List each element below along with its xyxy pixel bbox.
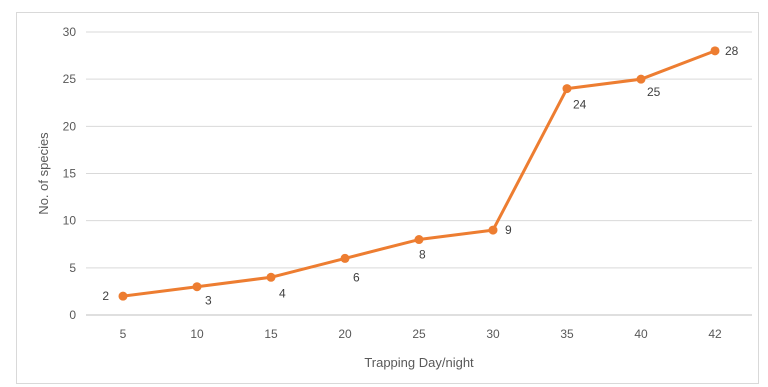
data-point: [562, 84, 572, 94]
x-axis-title: Trapping Day/night: [364, 355, 474, 370]
y-tick-label: 25: [63, 72, 77, 86]
y-axis-title: No. of species: [36, 132, 51, 215]
y-tick-label: 20: [63, 119, 77, 133]
data-label: 2: [102, 289, 109, 303]
x-tick-labels: 5 10 15 20 25 30 35 40 42: [120, 327, 722, 341]
data-label: 25: [647, 85, 661, 99]
x-tick-label: 10: [190, 327, 204, 341]
series-layer: [118, 46, 720, 301]
data-label: 8: [419, 248, 426, 262]
x-tick-label: 30: [486, 327, 500, 341]
y-tick-label: 30: [63, 25, 77, 39]
data-point: [192, 282, 202, 292]
x-tick-label: 40: [634, 327, 648, 341]
y-tick-label: 0: [69, 308, 76, 322]
x-tick-label: 25: [412, 327, 426, 341]
data-label: 6: [353, 270, 360, 284]
x-tick-label: 5: [120, 327, 127, 341]
x-tick-label: 20: [338, 327, 352, 341]
y-tick-label: 15: [63, 167, 77, 181]
x-tick-label: 15: [264, 327, 278, 341]
y-tick-labels: 0 5 10 15 20 25 30: [63, 25, 77, 322]
chart-frame: [16, 12, 759, 384]
x-tick-label: 35: [560, 327, 574, 341]
data-point: [118, 291, 128, 301]
data-point: [488, 225, 498, 235]
x-tick-label: 42: [708, 327, 722, 341]
data-point: [266, 272, 276, 282]
data-label: 9: [505, 223, 512, 237]
y-tick-label: 5: [69, 261, 76, 275]
data-labels: 2 3 4 6 8 9 24 25 28: [102, 44, 738, 308]
data-label: 24: [573, 98, 587, 112]
data-point: [710, 46, 720, 56]
data-label: 4: [279, 286, 286, 300]
data-label: 3: [205, 294, 212, 308]
data-point: [636, 74, 646, 84]
y-tick-label: 10: [63, 214, 77, 228]
data-point: [340, 253, 350, 263]
data-label: 28: [725, 44, 739, 58]
data-point: [414, 235, 424, 245]
